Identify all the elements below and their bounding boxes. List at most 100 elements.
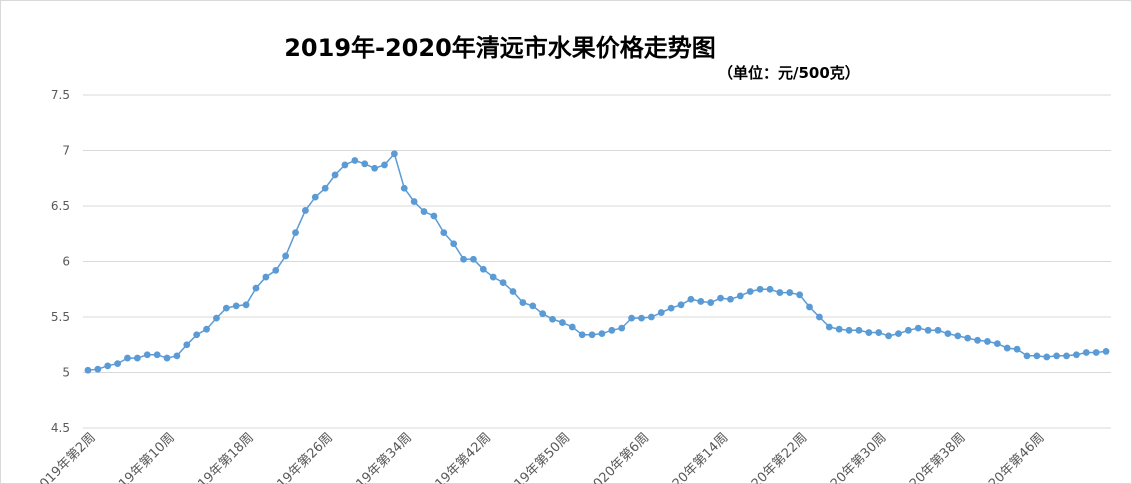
- data-point: [1073, 351, 1080, 359]
- data-point: [1043, 353, 1051, 361]
- data-point: [598, 330, 606, 338]
- data-point: [727, 295, 734, 303]
- data-point: [954, 332, 962, 340]
- data-point: [865, 329, 873, 336]
- y-axis-ticks: 4.5 5 5.5 6 6.5 7 7.5: [51, 88, 70, 435]
- data-point: [885, 332, 892, 340]
- data-point: [657, 309, 665, 316]
- y-tick-label: 6.5: [51, 199, 70, 213]
- data-point: [707, 299, 715, 306]
- data-point: [292, 229, 299, 237]
- data-point: [104, 362, 112, 370]
- data-point: [262, 273, 270, 281]
- data-point: [549, 315, 556, 323]
- data-point: [766, 285, 774, 293]
- data-point: [114, 360, 121, 368]
- data-point: [450, 240, 458, 248]
- data-point: [440, 229, 448, 237]
- data-point: [84, 366, 92, 374]
- data-point: [1013, 345, 1021, 353]
- data-point: [222, 304, 230, 312]
- x-axis-ticks: 2019年第2周 2019年第10周 2019年第18周 2019年第26周 2019年…: [31, 430, 1047, 484]
- data-point: [697, 298, 705, 305]
- x-tick-label: 2020年第14周: [658, 430, 731, 484]
- data-point: [845, 326, 853, 334]
- data-point: [252, 284, 260, 292]
- data-point: [213, 314, 220, 322]
- data-point: [1102, 348, 1110, 355]
- data-point: [153, 351, 161, 359]
- data-point: [341, 161, 349, 169]
- x-tick-label: 2019年第34周: [342, 430, 415, 484]
- data-point: [124, 354, 131, 362]
- data-point: [1003, 344, 1011, 352]
- data-point: [667, 304, 675, 312]
- data-point: [806, 303, 813, 311]
- data-point: [568, 323, 576, 331]
- data-point: [974, 336, 981, 344]
- x-tick-label: 2020年第22周: [737, 430, 810, 484]
- data-point: [875, 329, 883, 336]
- data-point: [1023, 352, 1031, 360]
- x-tick-label: 2019年第18周: [184, 430, 257, 484]
- data-point: [1053, 352, 1061, 360]
- data-point: [756, 285, 764, 293]
- data-point: [736, 292, 744, 300]
- data-point: [311, 193, 319, 201]
- unit-note: （单位：元/500克）: [718, 64, 860, 82]
- data-point: [173, 352, 181, 360]
- data-point: [302, 207, 309, 214]
- data-point: [321, 184, 329, 192]
- x-tick-label: 2019年第50周: [500, 430, 573, 484]
- data-point: [410, 198, 418, 205]
- x-tick-label: 2019年第26周: [263, 430, 336, 484]
- data-point: [895, 330, 902, 338]
- y-tick-label: 7.5: [51, 88, 70, 102]
- data-point: [608, 326, 616, 334]
- data-point: [638, 314, 645, 322]
- x-tick-label: 2020年第6周: [585, 430, 652, 484]
- data-point: [964, 334, 972, 342]
- series: [84, 150, 1110, 374]
- data-point: [460, 255, 467, 263]
- data-point: [984, 338, 991, 345]
- data-point: [1063, 352, 1070, 360]
- data-point: [934, 326, 942, 334]
- x-tick-label: 2019年第2周: [31, 430, 98, 484]
- data-point: [559, 319, 566, 326]
- data-point: [717, 294, 724, 302]
- data-point: [509, 288, 517, 295]
- chart-title: 2019年-2020年清远市水果价格走势图: [284, 34, 716, 62]
- y-tick-label: 5: [62, 366, 70, 380]
- data-point: [183, 341, 191, 349]
- y-tick-label: 7: [62, 144, 70, 158]
- data-point: [470, 255, 477, 263]
- data-point: [232, 302, 240, 310]
- data-point: [855, 326, 863, 334]
- y-tick-label: 5.5: [51, 310, 70, 324]
- data-point: [1033, 352, 1041, 360]
- data-point: [628, 314, 635, 322]
- data-point: [588, 331, 596, 339]
- data-point: [924, 326, 932, 334]
- data-point: [539, 310, 547, 318]
- data-point: [361, 160, 369, 168]
- data-point: [499, 279, 507, 286]
- data-point: [776, 289, 784, 296]
- gridlines: [83, 94, 1111, 429]
- data-point: [430, 212, 438, 220]
- data-point: [1082, 349, 1090, 356]
- data-point: [371, 164, 378, 172]
- data-point: [816, 313, 823, 321]
- data-point: [786, 289, 794, 296]
- x-tick-label: 2020年第46周: [974, 430, 1047, 484]
- data-point: [331, 171, 339, 179]
- data-point: [746, 288, 754, 295]
- x-tick-label: 2019年第10周: [105, 430, 178, 484]
- data-point: [1092, 349, 1100, 356]
- data-point: [944, 330, 952, 338]
- data-point: [578, 331, 586, 339]
- data-point: [904, 326, 912, 334]
- data-point: [687, 295, 695, 303]
